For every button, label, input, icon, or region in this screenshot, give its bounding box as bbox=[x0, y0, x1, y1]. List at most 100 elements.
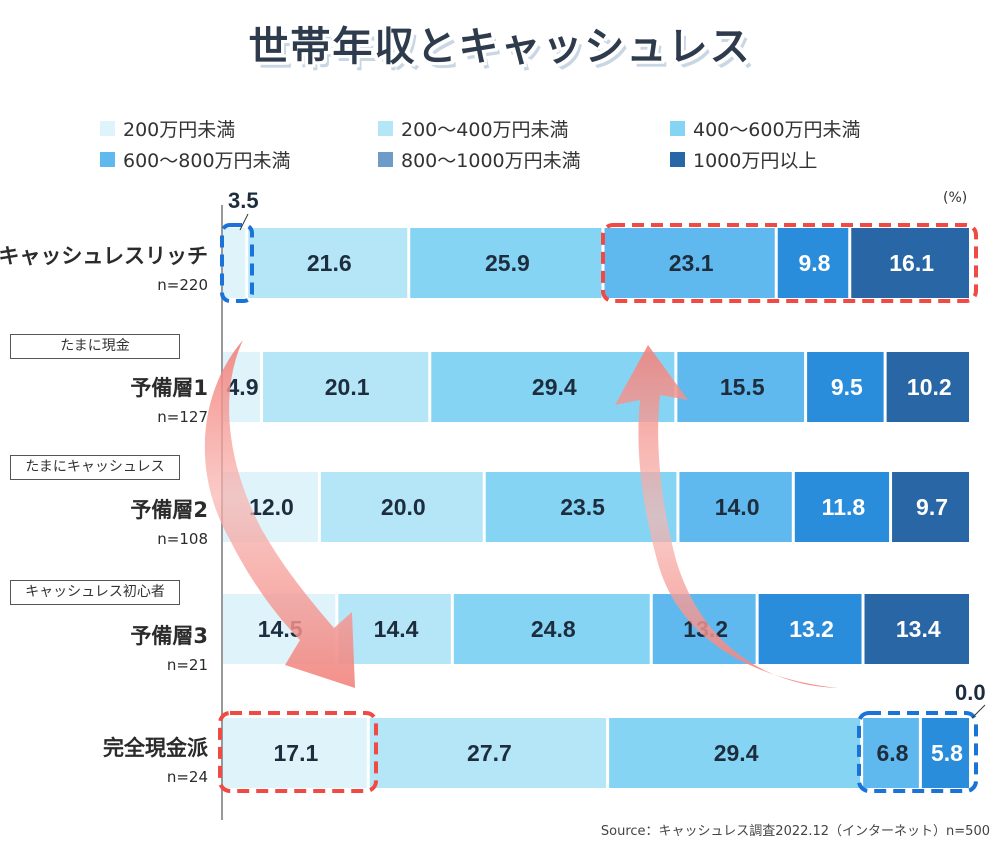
legend-swatch bbox=[670, 152, 685, 167]
data-label: 9.7 bbox=[916, 494, 948, 520]
data-label: 10.2 bbox=[907, 374, 952, 400]
data-label: 16.1 bbox=[889, 250, 934, 276]
category-label: 予備層2 n=108 bbox=[130, 494, 208, 548]
data-label: 23.1 bbox=[669, 250, 714, 276]
bar-segment bbox=[222, 718, 367, 788]
bar-segment bbox=[679, 472, 792, 542]
legend-item: 400〜600万円未満 bbox=[670, 115, 861, 142]
data-label: 11.8 bbox=[822, 494, 866, 520]
data-label: 15.5 bbox=[720, 374, 765, 400]
data-label: 12.0 bbox=[249, 494, 294, 520]
bar-segment bbox=[677, 352, 805, 422]
chart-title: 世帯年収とキャッシュレス bbox=[248, 24, 752, 70]
legend-swatch bbox=[670, 121, 685, 136]
category-label: キャッシュレスリッチ n=220 bbox=[0, 240, 208, 294]
legend-swatch bbox=[378, 121, 393, 136]
legend-label: 400〜600万円未満 bbox=[693, 119, 861, 141]
data-label: 21.6 bbox=[307, 250, 352, 276]
bar-segment bbox=[851, 228, 969, 298]
legend-label: 200万円未満 bbox=[123, 119, 236, 141]
bar-segment bbox=[338, 594, 451, 664]
segment-tag: たまにキャッシュレス bbox=[10, 455, 180, 480]
highlight-box-red bbox=[218, 711, 378, 793]
data-label: 29.4 bbox=[714, 740, 759, 766]
data-label: 14.4 bbox=[374, 616, 419, 642]
data-label: 6.8 bbox=[877, 740, 909, 766]
data-label: 5.8 bbox=[931, 740, 963, 766]
bar-segment bbox=[758, 594, 862, 664]
segment-tag: たまに現金 bbox=[10, 334, 180, 359]
legend-swatch bbox=[100, 152, 115, 167]
sample-size: n=24 bbox=[166, 768, 208, 786]
bar-segment bbox=[807, 352, 884, 422]
legend-label: 200〜400万円未満 bbox=[401, 119, 569, 141]
legend-label: 800〜1000万円未満 bbox=[401, 150, 581, 172]
bar-segment bbox=[921, 718, 969, 788]
bar-segment bbox=[892, 472, 969, 542]
category-name: 予備層2 bbox=[130, 498, 208, 522]
bar-segment bbox=[863, 718, 919, 788]
bar-segment bbox=[794, 472, 890, 542]
data-label: 9.5 bbox=[831, 374, 863, 400]
data-label: 27.7 bbox=[467, 740, 512, 766]
leader-line bbox=[971, 704, 986, 719]
sample-size: n=220 bbox=[157, 276, 208, 294]
bar-segment bbox=[886, 352, 969, 422]
segment-tag: キャッシュレス初心者 bbox=[10, 580, 180, 605]
category-label: 予備層3 n=21 bbox=[130, 620, 208, 674]
outside-data-label: 0.0 bbox=[955, 680, 986, 705]
category-label: 予備層1 n=127 bbox=[130, 372, 208, 426]
category-label: 完全現金派 n=24 bbox=[103, 732, 208, 786]
outside-data-label: 3.5 bbox=[228, 188, 259, 213]
legend-item: 600〜800万円未満 bbox=[100, 146, 291, 173]
bar-segment bbox=[609, 718, 861, 788]
sample-size: n=108 bbox=[157, 530, 208, 548]
legend-swatch bbox=[378, 152, 393, 167]
highlight-box-red bbox=[601, 223, 978, 303]
bar-segment bbox=[222, 228, 246, 298]
up-arrow bbox=[615, 345, 838, 688]
data-label: 25.9 bbox=[485, 250, 530, 276]
legend-label: 600〜800万円未満 bbox=[123, 150, 291, 172]
bar-segment bbox=[777, 228, 849, 298]
data-label: 4.9 bbox=[227, 374, 259, 400]
category-name: キャッシュレスリッチ bbox=[0, 244, 208, 268]
data-label: 14.0 bbox=[715, 494, 760, 520]
data-label: 29.4 bbox=[532, 374, 577, 400]
data-label: 17.1 bbox=[273, 740, 318, 766]
data-label: 13.4 bbox=[896, 616, 941, 642]
bar-segment bbox=[604, 228, 775, 298]
category-name: 予備層3 bbox=[130, 624, 208, 648]
legend-item: 1000万円以上 bbox=[670, 146, 817, 173]
bar-segment bbox=[369, 718, 607, 788]
legend-item: 800〜1000万円未満 bbox=[378, 146, 581, 173]
bar-segment bbox=[263, 352, 429, 422]
legend-item: 200万円未満 bbox=[100, 115, 235, 142]
leader-line bbox=[239, 213, 249, 231]
legend-swatch bbox=[100, 121, 115, 136]
category-name: 完全現金派 bbox=[103, 736, 208, 760]
highlight-box-blue bbox=[857, 711, 978, 793]
data-label: 20.1 bbox=[325, 374, 370, 400]
sample-size: n=21 bbox=[166, 656, 208, 674]
data-label: 9.8 bbox=[799, 250, 831, 276]
highlight-box-blue bbox=[220, 223, 254, 303]
bar-segment bbox=[320, 472, 483, 542]
legend-item: 200〜400万円未満 bbox=[378, 115, 569, 142]
data-label: 24.8 bbox=[531, 616, 576, 642]
source-note: Source：キャッシュレス調査2022.12（インターネット）n=500 bbox=[600, 824, 990, 839]
data-label: 23.5 bbox=[560, 494, 605, 520]
bar-segment bbox=[410, 228, 602, 298]
category-name: 予備層1 bbox=[130, 376, 208, 400]
legend-label: 1000万円以上 bbox=[693, 150, 818, 172]
unit-label: (%) bbox=[943, 190, 968, 206]
bar-segment bbox=[453, 594, 650, 664]
data-label: 13.2 bbox=[789, 616, 834, 642]
bar-segment bbox=[864, 594, 969, 664]
data-label: 20.0 bbox=[381, 494, 426, 520]
down-arrow bbox=[204, 340, 355, 688]
sample-size: n=127 bbox=[157, 408, 208, 426]
bar-segment bbox=[248, 228, 408, 298]
